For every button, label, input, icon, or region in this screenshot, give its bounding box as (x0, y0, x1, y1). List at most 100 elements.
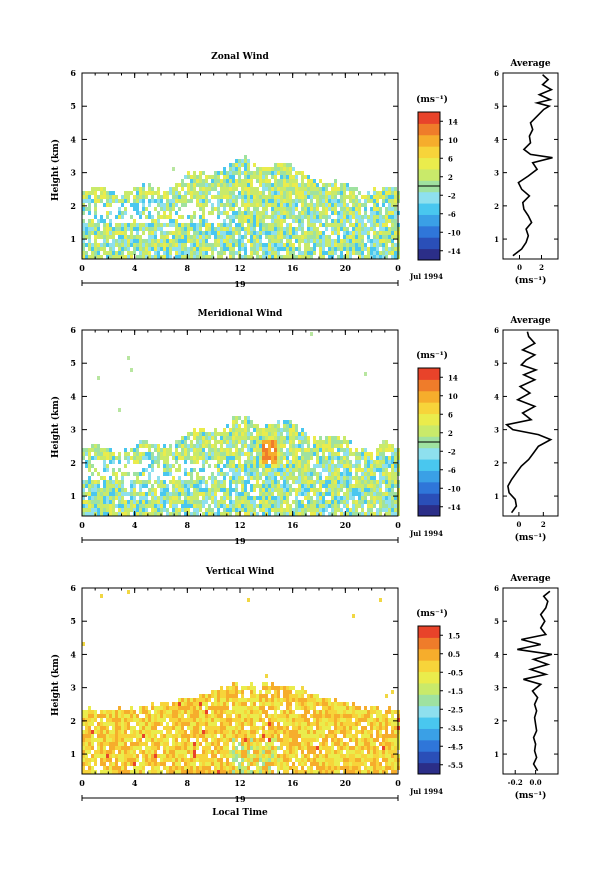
y-tick-label: 5 (70, 101, 76, 111)
x-tick-label: 4 (132, 778, 138, 788)
average-profile-panel: Average 1 2 3 4 5 6 0 2 (ms⁻¹) (494, 316, 559, 543)
colorbar-segment (418, 368, 440, 380)
x-tick-label: 20 (340, 520, 352, 530)
colorbar-tick-label: -10 (448, 228, 461, 237)
colorbar-tick-label: -2 (448, 191, 456, 200)
colorbar-segment (418, 123, 440, 136)
day-label: 19 (234, 279, 246, 289)
y-tick-label: 2 (70, 201, 76, 211)
x-tick-label: 4 (132, 520, 138, 530)
average-y-tick-label: 1 (494, 492, 499, 501)
colorbar-segment (418, 157, 440, 170)
average-y-tick-label: 4 (494, 650, 499, 659)
average-frame (502, 72, 559, 260)
colorbar-tick-label: -10 (448, 484, 461, 493)
colorbar-segment (418, 637, 440, 650)
colorbar-segment (418, 237, 440, 250)
average-y-tick-label: 2 (494, 202, 499, 211)
colorbar-tick-label: 1.5 (448, 631, 460, 640)
x-tick-label: 8 (185, 263, 191, 273)
average-y-tick-label: 2 (494, 717, 499, 726)
colorbar-tick-label: 6 (448, 410, 453, 419)
colorbar-tick-label: 14 (448, 373, 458, 382)
y-tick-label: 6 (70, 583, 76, 593)
x-tick-label: 0 (79, 263, 85, 273)
x-tick-label: 8 (185, 778, 191, 788)
colorbar-segment (418, 470, 440, 483)
plot-title: Zonal Wind (211, 52, 269, 62)
x-tick-label: 0 (395, 520, 401, 530)
colorbar-segment (418, 447, 440, 460)
colorbar-segment (418, 493, 440, 506)
colorbar-segment (418, 168, 440, 181)
colorbar-unit: (ms⁻¹) (416, 94, 448, 105)
average-profile-line (504, 331, 553, 514)
y-axis-label: Height (km) (50, 396, 61, 458)
average-y-tick-label: 2 (494, 459, 499, 468)
colorbar-frame (417, 625, 441, 775)
average-frame (502, 329, 559, 517)
colorbar-segment (418, 717, 440, 729)
colorbar-segment (418, 203, 440, 215)
x-tick-label: 0 (79, 778, 85, 788)
average-y-tick-label: 1 (494, 750, 499, 759)
x-tick-label: 4 (132, 263, 138, 273)
y-tick-label: 4 (70, 649, 76, 659)
colorbar-segment (418, 225, 440, 238)
y-tick-label: 3 (70, 425, 76, 435)
average-x-tick-label: 2 (541, 520, 546, 529)
y-tick-label: 2 (70, 458, 76, 468)
colorbar-segment (418, 424, 440, 437)
colorbar-tick-label: 0.5 (448, 650, 460, 659)
y-tick-label: 3 (70, 168, 76, 178)
colorbar-segment (418, 191, 440, 204)
colorbar-tick-label: 2 (448, 173, 453, 182)
colorbar-segment (418, 671, 440, 684)
average-profile-line (512, 74, 554, 257)
average-x-label: (ms⁻¹) (515, 275, 547, 286)
average-y-tick-label: 4 (494, 392, 499, 401)
colorbar-segment (418, 739, 440, 752)
colorbar-segment (418, 762, 440, 775)
colorbar-tick-label: -2 (448, 447, 456, 456)
colorbar-tick-label: -2.5 (448, 705, 463, 714)
average-y-tick-label: 5 (494, 617, 499, 626)
y-tick-label: 1 (70, 491, 76, 501)
average-y-tick-label: 6 (494, 584, 499, 593)
colorbar-segment (418, 402, 440, 415)
colorbar-tick-label: -4.5 (448, 742, 463, 751)
y-tick-label: 4 (70, 134, 76, 144)
colorbar-segment (418, 660, 440, 673)
heatmap-cells (82, 155, 400, 259)
x-axis-label: Local Time (212, 808, 268, 818)
colorbar-segment (418, 214, 440, 227)
colorbar-segment (418, 694, 440, 707)
average-x-tick-label: 2 (539, 263, 544, 272)
average-y-tick-label: 3 (494, 684, 499, 693)
average-y-tick-label: 6 (494, 326, 499, 335)
heatmap-cells (82, 590, 400, 774)
colorbar-segment (418, 248, 440, 261)
y-tick-label: 1 (70, 749, 76, 759)
day-label: 19 (234, 794, 246, 804)
average-x-tick-label: 0 (516, 520, 521, 529)
average-title: Average (509, 574, 550, 584)
average-y-tick-label: 4 (494, 135, 499, 144)
colorbar-segment (418, 626, 440, 638)
x-tick-label: 20 (340, 778, 352, 788)
colorbar-tick-label: -3.5 (448, 724, 463, 733)
date-label: Jul 1994 (409, 529, 443, 538)
colorbar-tick-label: 10 (448, 136, 458, 145)
colorbar-tick-label: -6 (448, 466, 456, 475)
x-tick-label: 16 (287, 778, 299, 788)
average-profile-panel: Average 1 2 3 4 5 6 0 2 (ms⁻¹) (494, 59, 559, 286)
y-tick-label: 6 (70, 68, 76, 78)
x-tick-label: 0 (395, 263, 401, 273)
x-tick-label: 20 (340, 263, 352, 273)
colorbar-tick-label: 6 (448, 154, 453, 163)
colorbar-tick-label: -14 (448, 503, 461, 512)
colorbar-segment (418, 728, 440, 741)
average-y-tick-label: 3 (494, 169, 499, 178)
